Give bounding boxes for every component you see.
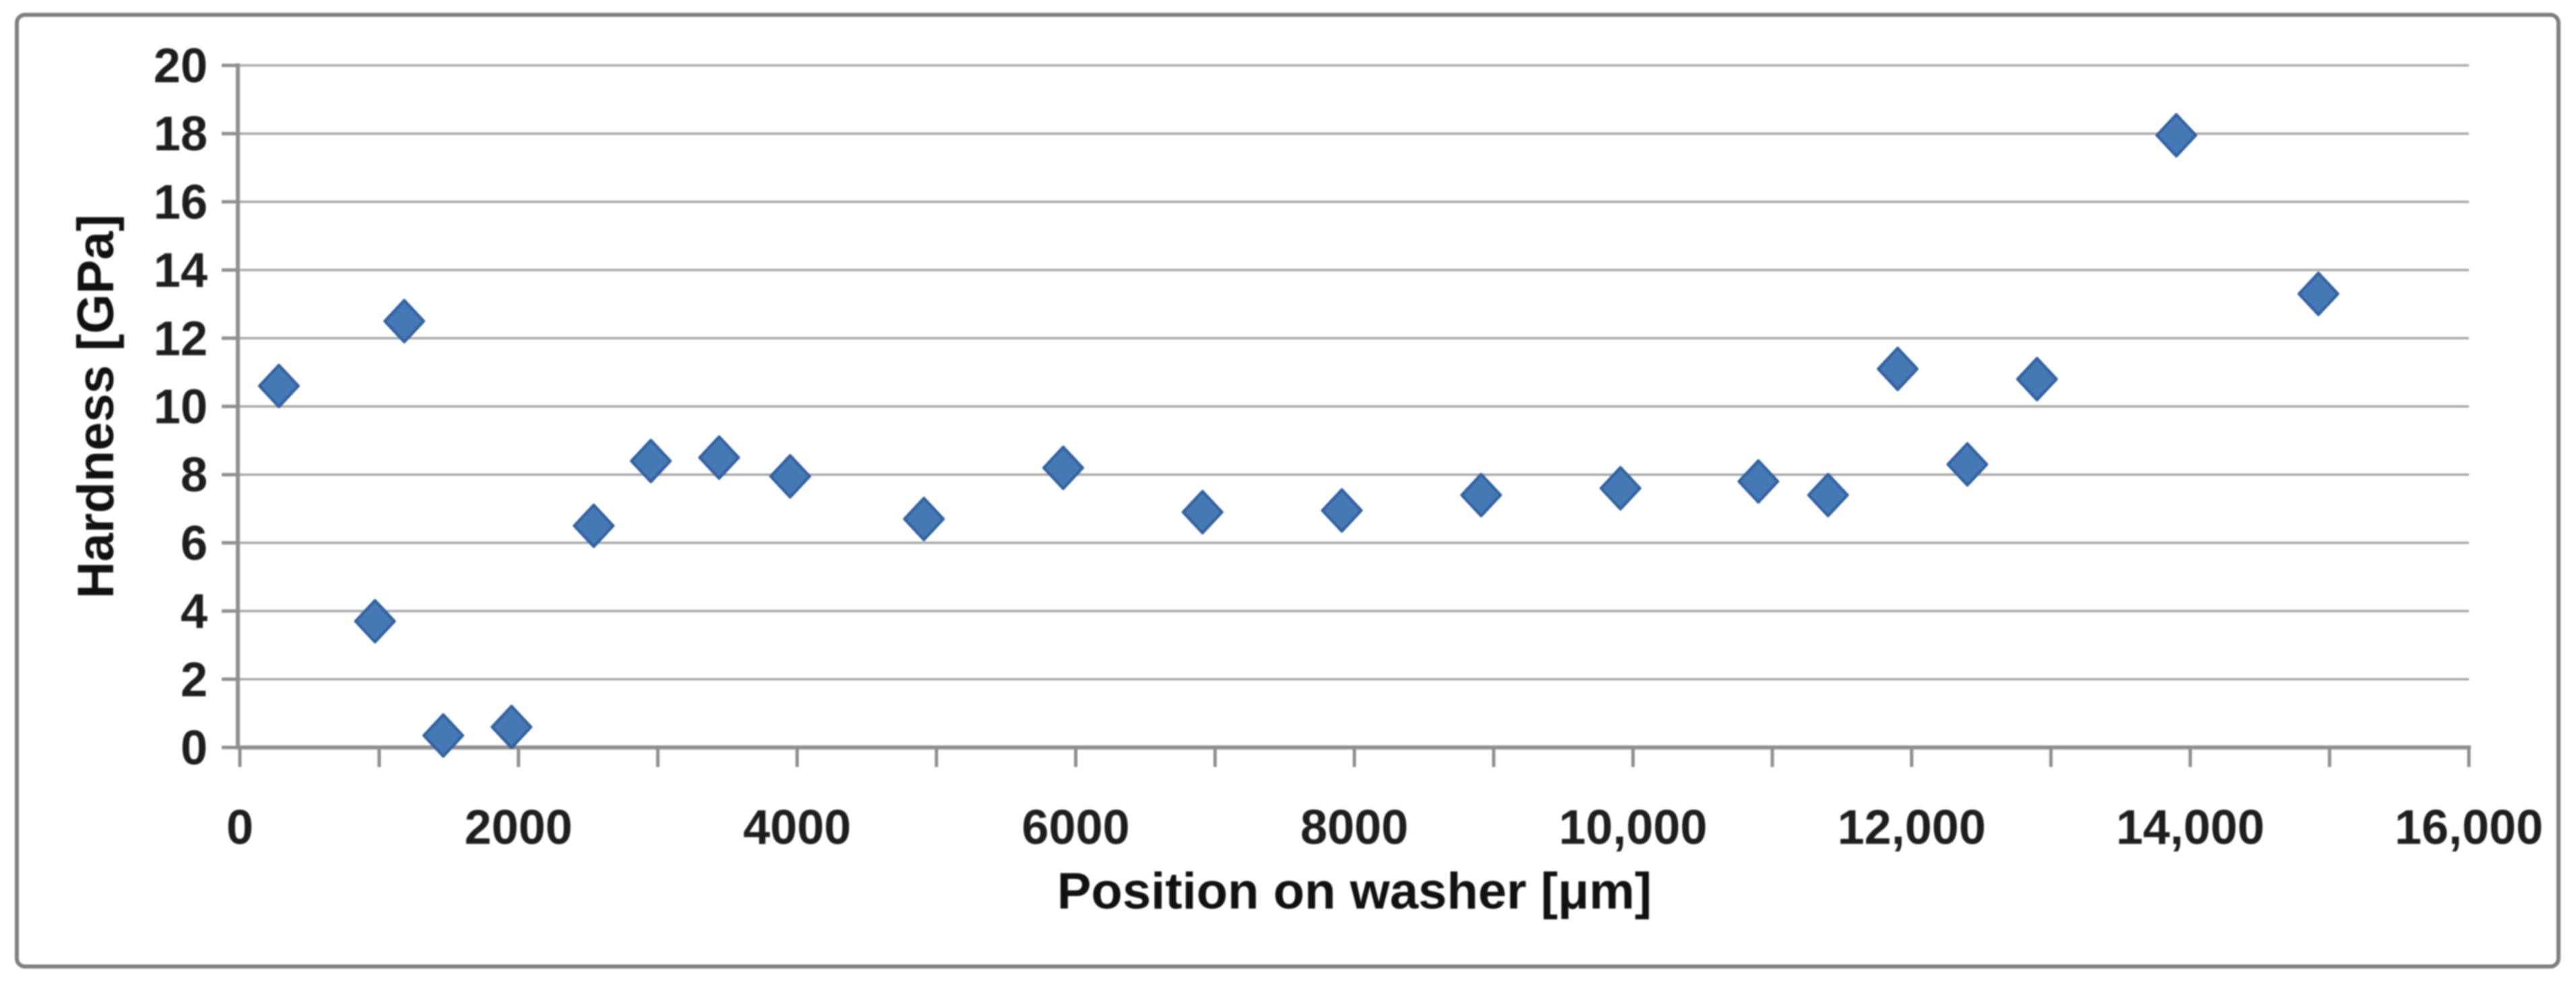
y-axis-tick-labels: 0 2 4 6 8 10 12 14 16 18 20	[154, 39, 208, 775]
data-point-marker	[698, 435, 741, 480]
y-axis-ticks	[222, 63, 239, 749]
x-tick-label: 16,000	[2395, 801, 2543, 855]
y-tick-label: 4	[181, 585, 208, 639]
x-tick-label: 8000	[1300, 801, 1408, 855]
data-point-marker	[1460, 472, 1503, 518]
y-tick-label: 10	[154, 380, 208, 434]
data-point-marker	[422, 713, 464, 758]
data-point-marker	[491, 704, 533, 749]
data-point-marker	[257, 363, 300, 408]
data-point-marker	[769, 454, 811, 499]
y-tick-label: 12	[154, 312, 208, 366]
x-tick-label: 0	[226, 801, 253, 855]
data-point-marker	[1042, 446, 1084, 491]
data-point-marker	[383, 299, 425, 344]
y-tick-label: 8	[181, 448, 208, 502]
x-tick-label: 12,000	[1837, 801, 1986, 855]
x-tick-label: 10,000	[1559, 801, 1707, 855]
y-tick-label: 14	[154, 244, 208, 298]
y-axis-title: Hardness [GPa]	[67, 214, 125, 599]
y-gridlines	[240, 64, 2469, 681]
y-tick-label: 16	[154, 175, 208, 229]
data-point-marker	[1807, 472, 1849, 518]
x-axis-ticks	[238, 747, 2471, 767]
data-point-marker	[2155, 113, 2197, 158]
data-point-marker	[1737, 459, 1780, 504]
data-point-marker	[1877, 346, 1919, 392]
data-point-marker	[1599, 466, 1641, 511]
data-point-marker	[2016, 357, 2059, 402]
y-tick-label: 0	[181, 721, 208, 775]
x-tick-label: 6000	[1022, 801, 1129, 855]
data-point-marker	[354, 599, 396, 644]
chart-outer-border	[15, 13, 2561, 969]
data-point-marker	[2297, 272, 2339, 317]
x-tick-label: 4000	[743, 801, 851, 855]
y-tick-label: 18	[154, 107, 208, 161]
data-point-marker	[629, 438, 672, 483]
data-point-marker	[573, 503, 615, 549]
x-axis-tick-labels: 0 2000 4000 6000 8000 10,000 12,000 14,000 16,00…	[226, 801, 2543, 855]
data-point-marker	[1181, 489, 1224, 534]
data-point-marker	[1321, 488, 1363, 533]
x-tick-label: 14,000	[2116, 801, 2264, 855]
x-tick-label: 2000	[464, 801, 572, 855]
x-axis-title: Position on washer [μm]	[1057, 863, 1652, 920]
y-tick-label: 2	[181, 653, 208, 707]
data-point-marker	[1946, 442, 1988, 487]
y-tick-label: 20	[154, 39, 208, 93]
y-tick-label: 6	[181, 516, 208, 570]
data-point-markers	[257, 113, 2339, 758]
data-point-marker	[903, 496, 945, 541]
